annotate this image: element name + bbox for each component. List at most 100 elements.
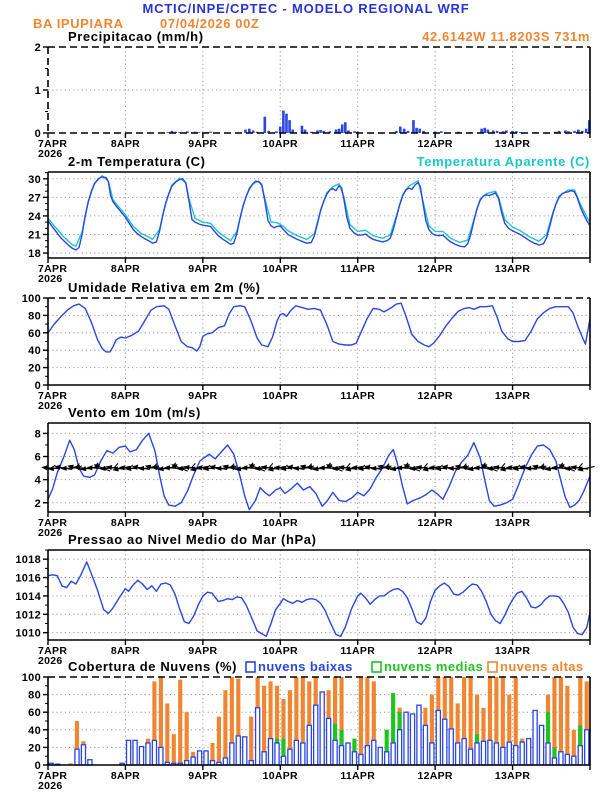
wind-barb-head bbox=[112, 466, 119, 472]
cloud-bar-blue bbox=[306, 724, 312, 766]
wind-barb-head bbox=[370, 465, 377, 471]
cloud-bar-orange bbox=[584, 681, 589, 765]
cloud-bar-orange bbox=[487, 677, 493, 765]
x-tick-label: 8APR bbox=[111, 645, 140, 657]
precip-bar bbox=[563, 130, 567, 133]
wind-barb-head bbox=[273, 465, 280, 471]
precip-bar bbox=[422, 130, 425, 133]
precip-bar bbox=[577, 129, 580, 133]
y-tick-label: 0 bbox=[35, 380, 41, 392]
wind-barb-head bbox=[54, 464, 61, 470]
wind-barb-head bbox=[144, 464, 152, 470]
wind-barb-head bbox=[538, 465, 545, 471]
wind-barb-head bbox=[570, 464, 577, 471]
wind-barb-head bbox=[286, 464, 293, 470]
y-tick-label: 1010 bbox=[15, 628, 41, 640]
precip-bar bbox=[334, 129, 338, 133]
y-tick-label: 80 bbox=[28, 690, 41, 702]
y-tick-label: 60 bbox=[28, 328, 41, 340]
panel-title-rh: Umidade Relativa em 2m (%) bbox=[68, 280, 261, 295]
x-tick-label: 12APR bbox=[417, 517, 452, 529]
precip-bar bbox=[511, 130, 514, 133]
cloud-bar-blue bbox=[467, 748, 474, 766]
cloud-bar-blue bbox=[487, 739, 493, 766]
precip-bar bbox=[412, 120, 415, 133]
cloud-bar-orange bbox=[281, 699, 286, 765]
wind-barb-head bbox=[163, 465, 170, 471]
y-tick-label: 27 bbox=[28, 192, 41, 204]
wind-barb-head bbox=[447, 465, 454, 471]
wind-barb-head bbox=[486, 465, 493, 472]
cloud-bar-orange bbox=[500, 677, 505, 765]
precip-bar bbox=[282, 110, 285, 133]
wind-barb-head bbox=[454, 464, 461, 470]
cloud-bar-blue bbox=[125, 739, 132, 766]
legend-label: nuvens baixas bbox=[258, 659, 353, 674]
cloud-bar-orange bbox=[507, 694, 512, 765]
wind-barb-head bbox=[525, 465, 532, 471]
cloud-bar-orange bbox=[565, 685, 570, 765]
wind-barb-head bbox=[241, 465, 248, 471]
cloud-bar-blue bbox=[151, 739, 158, 766]
wind-barb-head bbox=[318, 465, 325, 471]
cloud-bar-orange bbox=[229, 677, 234, 765]
precip-bar bbox=[340, 124, 344, 133]
cloud-bar-orange bbox=[339, 677, 344, 765]
x-tick-label: 7APR bbox=[38, 263, 67, 275]
cloud-bar-blue bbox=[319, 691, 325, 766]
cloud-bar-blue bbox=[351, 751, 358, 766]
cloud-bar-orange bbox=[474, 694, 480, 765]
run-datetime-label: 07/04/2026 00Z bbox=[160, 16, 260, 31]
y-tick-label: 1012 bbox=[15, 609, 41, 621]
cloud-bar-orange bbox=[513, 677, 518, 765]
wind-barb-head bbox=[80, 466, 87, 472]
x-tick-label: 13APR bbox=[495, 645, 530, 657]
y-tick-label: 2 bbox=[35, 498, 41, 510]
cloud-bar-blue bbox=[513, 744, 519, 766]
wind-barb-head bbox=[67, 464, 74, 470]
cloud-bar-blue bbox=[203, 750, 209, 766]
cloud-bar-orange bbox=[178, 679, 183, 765]
wind-barb-head bbox=[383, 465, 390, 471]
cloud-bar-blue bbox=[338, 744, 345, 766]
cloud-bar-blue bbox=[474, 742, 480, 766]
cloud-bar-orange bbox=[449, 677, 454, 765]
cloud-bar-green bbox=[281, 738, 286, 765]
series-line-blue bbox=[47, 561, 591, 637]
panel-title-precip: Precipitacao (mm/h) bbox=[68, 29, 204, 44]
wind-barb-head bbox=[47, 465, 54, 472]
cloud-bar-orange bbox=[223, 690, 228, 765]
wind-barb-head bbox=[357, 465, 364, 472]
precip-bar bbox=[567, 131, 570, 133]
wind-barb-head bbox=[86, 465, 93, 471]
wind-barb-head bbox=[544, 466, 551, 472]
wind-barb-head bbox=[93, 464, 101, 470]
x-tick-label: 9APR bbox=[188, 770, 217, 782]
x-tick-label: 9APR bbox=[188, 138, 217, 150]
cloud-bar-blue bbox=[158, 746, 164, 766]
cloud-bar-green bbox=[552, 747, 557, 765]
wind-barb-head bbox=[292, 465, 300, 471]
cloud-bar-blue bbox=[435, 709, 442, 766]
cloud-bar-green bbox=[545, 712, 551, 765]
wind-barb-head bbox=[228, 465, 235, 471]
panel-right-label: 42.6142W 11.8203S 731m bbox=[422, 29, 590, 44]
precip-bar bbox=[395, 130, 398, 133]
cloud-bar-orange bbox=[152, 681, 157, 765]
wind-barb-head bbox=[577, 466, 584, 472]
cloud-bar-orange bbox=[158, 677, 163, 765]
legend-swatch-green bbox=[371, 661, 382, 673]
cloud-bar-blue bbox=[300, 742, 306, 766]
cloud-bar-blue bbox=[390, 742, 396, 766]
y-tick-label: 40 bbox=[28, 725, 41, 737]
cloud-bar-orange bbox=[494, 677, 499, 765]
cloud-bar-blue bbox=[358, 753, 364, 766]
precip-bar bbox=[501, 131, 505, 133]
cloud-bar-blue bbox=[429, 742, 435, 766]
cloud-bar-blue bbox=[377, 746, 383, 766]
wind-barb-head bbox=[118, 465, 125, 471]
precip-bar bbox=[337, 128, 341, 133]
series-line-blue bbox=[47, 432, 591, 511]
precip-bar bbox=[197, 132, 201, 133]
